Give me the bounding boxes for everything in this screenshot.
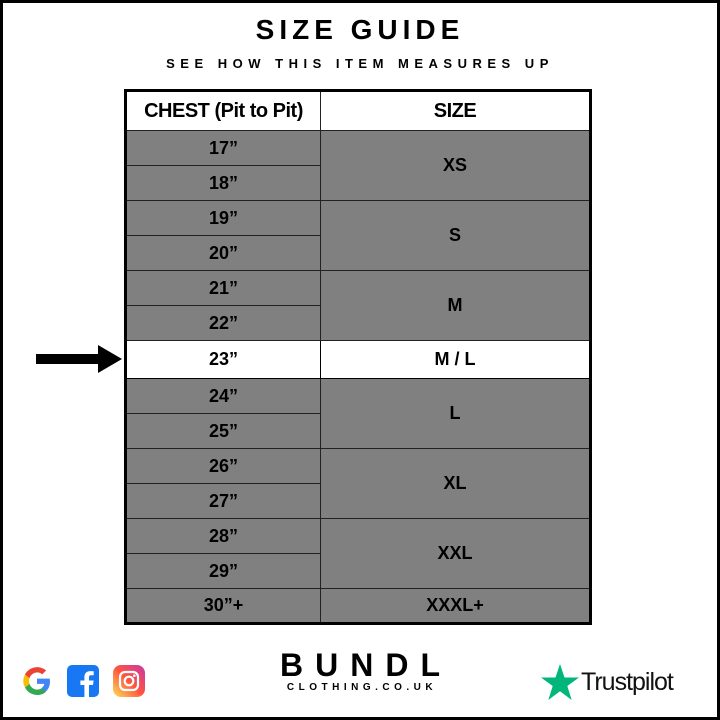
table-row: 30”+ XXXL+ xyxy=(125,588,591,624)
chest-cell: 17” xyxy=(125,130,321,166)
table-row: 24” L xyxy=(125,378,591,449)
page-subtitle: SEE HOW THIS ITEM MEASURES UP xyxy=(166,56,554,71)
chest-cell: 22” xyxy=(125,305,321,341)
table-row: 20” xyxy=(125,235,591,271)
table-row: 29” xyxy=(125,553,591,589)
table-row: 22” xyxy=(125,305,591,341)
chest-cell: 26” xyxy=(125,448,321,484)
table-row: 26” XL xyxy=(125,448,591,519)
page-title: SIZE GUIDE xyxy=(255,14,465,45)
brand-name: BUNDL xyxy=(280,647,452,683)
table-row: 25” xyxy=(125,413,591,449)
google-icon[interactable] xyxy=(20,664,54,698)
trustpilot-text: Trustpilot xyxy=(581,667,674,696)
chest-cell: 25” xyxy=(125,413,321,449)
table-row: 17” XS xyxy=(125,130,591,201)
social-icons xyxy=(20,664,146,698)
size-cell: XL xyxy=(320,448,591,519)
size-cell: XS xyxy=(320,130,591,201)
chest-cell: 23” xyxy=(125,340,321,379)
header-size: SIZE xyxy=(320,90,591,131)
chest-cell: 21” xyxy=(125,270,321,306)
size-cell: XXXL+ xyxy=(320,588,591,624)
size-table: CHEST (Pit to Pit) SIZE 17” XS 18” 19” S 20” 2… xyxy=(124,89,592,625)
table-row: 23” M / L xyxy=(125,340,591,379)
chest-cell: 20” xyxy=(125,235,321,271)
trustpilot-logo[interactable]: Trustpilot xyxy=(541,664,674,700)
size-cell: M xyxy=(320,270,591,341)
chest-cell: 30”+ xyxy=(125,588,321,624)
size-cell: S xyxy=(320,200,591,271)
star-icon xyxy=(541,664,579,700)
size-cell: XXL xyxy=(320,518,591,589)
size-cell: L xyxy=(320,378,591,449)
table-row: 28” XXL xyxy=(125,518,591,589)
arrow-right-icon xyxy=(36,345,122,373)
facebook-icon[interactable] xyxy=(66,664,100,698)
table-row: 27” xyxy=(125,483,591,519)
chest-cell: 27” xyxy=(125,483,321,519)
chest-cell: 19” xyxy=(125,200,321,236)
chest-cell: 28” xyxy=(125,518,321,554)
header-chest: CHEST (Pit to Pit) xyxy=(125,90,321,131)
table-row: 21” M xyxy=(125,270,591,341)
brand-url: CLOTHING.CO.UK xyxy=(286,682,438,693)
brand-logo: BUNDL CLOTHING.CO.UK xyxy=(260,648,460,693)
table-row: 19” S xyxy=(125,200,591,271)
size-cell: M / L xyxy=(320,340,591,379)
chest-cell: 24” xyxy=(125,378,321,414)
instagram-icon[interactable] xyxy=(112,664,146,698)
chest-cell: 29” xyxy=(125,553,321,589)
chest-cell: 18” xyxy=(125,165,321,201)
